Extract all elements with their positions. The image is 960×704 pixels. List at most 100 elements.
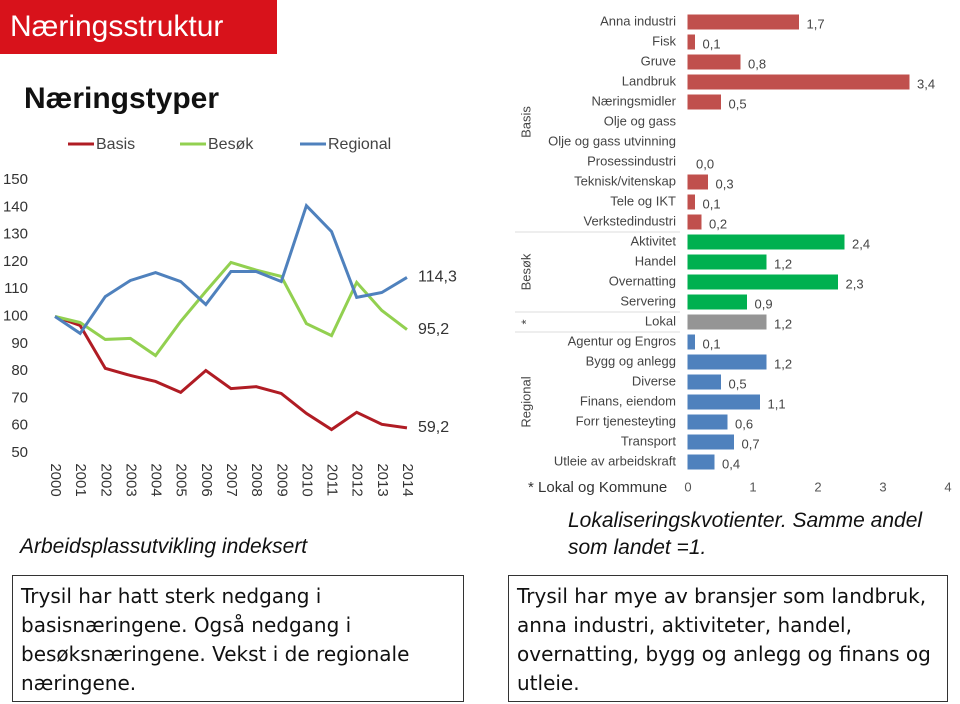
- category-label: Overnatting: [609, 273, 676, 288]
- bar: [687, 394, 760, 410]
- legend-label: Basis: [96, 136, 135, 153]
- category-label: Diverse: [632, 373, 676, 388]
- bar: [687, 434, 734, 450]
- y-tick-label: 120: [3, 253, 28, 270]
- bar: [687, 454, 715, 470]
- series-line: [54, 260, 408, 358]
- series-line: [54, 202, 408, 336]
- category-label: Olje og gass: [604, 113, 677, 128]
- x-tick-label: 2014: [399, 463, 416, 496]
- category-label: Forr tjenesteyting: [576, 413, 676, 428]
- category-label: Verkstedindustri: [584, 213, 677, 228]
- legend-label: Besøk: [208, 136, 254, 153]
- bar: [687, 414, 728, 430]
- group-label: *: [518, 319, 533, 324]
- bar: [687, 334, 695, 350]
- bar: [687, 354, 767, 370]
- data-label: 0,1: [703, 196, 721, 211]
- y-tick-label: 60: [11, 417, 28, 434]
- bar: [687, 194, 695, 210]
- x-tick-label: 2011: [324, 464, 341, 496]
- category-label: Servering: [620, 293, 676, 308]
- bar: [687, 214, 702, 230]
- bar: [687, 254, 767, 270]
- category-label: Bygg og anlegg: [586, 353, 676, 368]
- y-tick-label: 140: [3, 198, 28, 215]
- data-label: 0,5: [729, 96, 747, 111]
- data-label: 1,2: [774, 316, 792, 331]
- data-label: 0,4: [722, 456, 740, 471]
- x-tick-label: 2004: [148, 463, 165, 496]
- text-box: Trysil har mye av bransjer som landbruk,…: [508, 575, 948, 702]
- category-label: Handel: [635, 253, 676, 268]
- data-label: 0,5: [729, 376, 747, 391]
- slide-subtitle: Næringstyper: [24, 82, 220, 115]
- data-label: 0,3: [716, 176, 734, 191]
- slide-title: Næringsstruktur: [0, 0, 277, 54]
- y-tick-label: 80: [11, 362, 28, 379]
- x-tick-label: 2012: [349, 463, 366, 496]
- x-tick-label: 2008: [248, 463, 265, 496]
- chart-caption: Arbeidsplassutvikling indeksert: [20, 535, 308, 558]
- y-tick-label: 130: [3, 226, 28, 243]
- bar: [687, 274, 838, 290]
- data-label: 0,1: [703, 36, 721, 51]
- category-label: Agentur og Engros: [568, 333, 677, 348]
- x-tick-label: 1: [749, 479, 756, 494]
- x-tick-label: 2005: [173, 463, 190, 496]
- bar: [687, 234, 845, 250]
- bar: [687, 74, 910, 90]
- y-tick-label: 90: [11, 335, 28, 352]
- legend-label: Regional: [328, 136, 391, 153]
- data-label: 0,7: [742, 436, 760, 451]
- category-label: Olje og gass utvinning: [548, 133, 676, 148]
- y-tick-label: 150: [3, 171, 28, 188]
- data-label: 1,2: [774, 356, 792, 371]
- y-tick-label: 70: [11, 389, 28, 406]
- bar: [687, 34, 695, 50]
- x-tick-label: 2010: [298, 463, 315, 496]
- chart-caption: Lokaliseringskvotienter. Samme andel som…: [568, 509, 923, 559]
- group-label: Basis: [518, 106, 533, 138]
- category-label: Tele og IKT: [610, 193, 676, 208]
- data-label: 2,3: [846, 276, 864, 291]
- category-label: Finans, eiendom: [580, 393, 676, 408]
- x-tick-label: 2009: [273, 463, 290, 496]
- x-tick-label: 2013: [374, 463, 391, 496]
- data-label: 0,8: [748, 56, 766, 71]
- bar: [687, 14, 799, 30]
- data-label: 114,3: [418, 269, 457, 286]
- category-label: Prosessindustri: [587, 153, 676, 168]
- x-tick-label: 2: [814, 479, 821, 494]
- group-label: Besøk: [518, 253, 533, 290]
- bar: [687, 54, 741, 70]
- x-tick-label: 3: [879, 479, 886, 494]
- y-tick-label: 110: [4, 280, 28, 297]
- x-tick-label: 2007: [223, 463, 240, 496]
- x-tick-label: 2002: [97, 463, 114, 496]
- x-tick-label: 2001: [72, 463, 89, 496]
- x-tick-label: 0: [684, 479, 691, 494]
- data-label: 0,1: [703, 336, 721, 351]
- data-label: 1,7: [807, 16, 825, 31]
- chart-note: * Lokal og Kommune: [528, 479, 667, 496]
- bar: [687, 174, 708, 190]
- bar: [687, 314, 767, 330]
- data-label: 59,2: [418, 419, 449, 436]
- category-label: Transport: [621, 433, 677, 448]
- category-label: Gruve: [641, 53, 676, 68]
- data-label: 0,0: [696, 156, 714, 171]
- category-label: Fisk: [652, 33, 676, 48]
- data-label: 95,2: [418, 321, 449, 338]
- data-label: 3,4: [917, 76, 935, 91]
- x-tick-label: 4: [944, 479, 951, 494]
- group-label: Regional: [518, 376, 533, 427]
- bar: [687, 294, 747, 310]
- x-tick-label: 2006: [198, 463, 215, 496]
- category-label: Lokal: [645, 313, 676, 328]
- category-label: Anna industri: [600, 13, 676, 28]
- data-label: 2,4: [852, 236, 870, 251]
- category-label: Teknisk/vitenskap: [574, 173, 676, 188]
- text-box: Trysil har hatt sterk nedgang i basisnær…: [12, 575, 464, 702]
